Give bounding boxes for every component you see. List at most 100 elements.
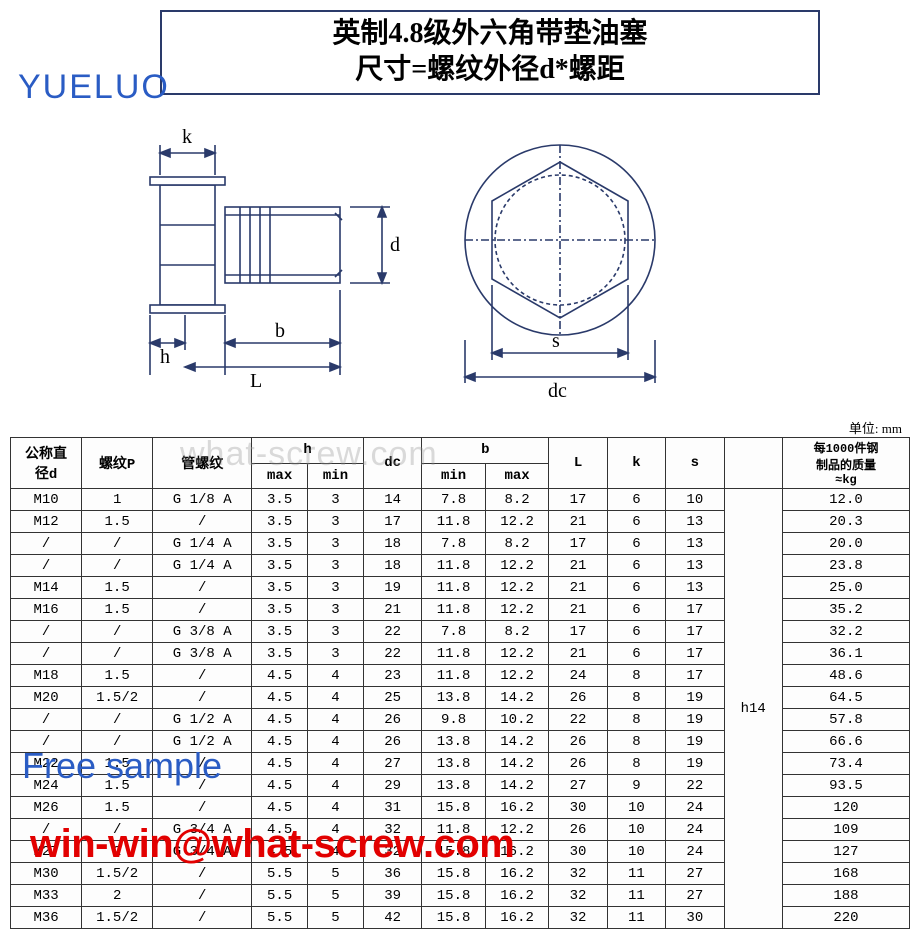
table-cell: 3 [308,621,364,643]
weight-cell: 57.8 [782,709,909,731]
table-cell: 24 [666,797,724,819]
table-cell: G 1/4 A [153,533,252,555]
table-cell: / [153,797,252,819]
table-cell: 13 [666,533,724,555]
table-cell: 14.2 [485,731,548,753]
table-cell: 15.8 [422,907,485,929]
dim-b: b [275,320,285,342]
table-cell: 3 [308,643,364,665]
weight-cell: 64.5 [782,687,909,709]
table-cell: 3 [308,577,364,599]
table-cell: 10 [607,841,665,863]
table-cell: / [82,643,153,665]
table-cell: 6 [607,511,665,533]
table-cell: 4 [308,797,364,819]
table-cell: G 3/8 A [153,621,252,643]
table-cell: 19 [666,731,724,753]
title-line1: 英制4.8级外六角带垫油塞 [172,16,808,52]
table-cell: 27 [666,885,724,907]
th-s: s [666,438,724,489]
table-cell: 4.5 [252,797,308,819]
table-cell: 13.8 [422,731,485,753]
table-cell: 13.8 [422,687,485,709]
table-cell: 1 [82,489,153,511]
table-cell: 11.8 [422,511,485,533]
table-cell: 16.2 [485,907,548,929]
table-cell: G 1/4 A [153,555,252,577]
table-cell: M18 [11,665,82,687]
table-cell: 5 [308,885,364,907]
table-cell: 19 [666,687,724,709]
table-cell: 11 [607,907,665,929]
table-cell: 5.5 [252,907,308,929]
th-h: h [252,438,364,464]
table-cell: 9.8 [422,709,485,731]
table-cell: 32 [549,885,607,907]
table-cell: 24 [666,819,724,841]
table-cell: 26 [549,687,607,709]
table-cell: 4.5 [252,709,308,731]
table-cell: 21 [549,599,607,621]
table-cell: 24 [666,841,724,863]
th-bmax: max [485,463,548,489]
table-cell: 17 [666,643,724,665]
table-cell: 27 [666,863,724,885]
table-cell: 3.5 [252,489,308,511]
table-cell: G 1/8 A [153,489,252,511]
th-pipe: 管螺纹 [153,438,252,489]
table-cell: 27 [549,775,607,797]
table-cell: 3.5 [252,555,308,577]
table-cell: 3.5 [252,511,308,533]
table-cell: 3.5 [252,577,308,599]
weight-cell: 20.3 [782,511,909,533]
table-cell: 8.2 [485,533,548,555]
table-cell: 32 [549,907,607,929]
table-cell: 11.8 [422,577,485,599]
table-cell: 19 [363,577,421,599]
dim-d: d [390,234,400,256]
table-cell: 4 [308,709,364,731]
table-cell: 17 [666,599,724,621]
weight-cell: 36.1 [782,643,909,665]
table-cell: 16.2 [485,797,548,819]
table-cell: / [82,533,153,555]
table-cell: 23 [363,665,421,687]
table-cell: / [153,599,252,621]
table-cell: 12.2 [485,577,548,599]
table-cell: / [82,555,153,577]
table-cell: M14 [11,577,82,599]
table-cell: 22 [666,775,724,797]
weight-cell: 93.5 [782,775,909,797]
table-cell: 13.8 [422,753,485,775]
table-cell: 26 [363,709,421,731]
table-cell: / [153,687,252,709]
table-cell: / [82,709,153,731]
table-cell: M12 [11,511,82,533]
table-cell: 5.5 [252,885,308,907]
table-cell: 14.2 [485,775,548,797]
table-cell: / [11,533,82,555]
table-cell: 1.5/2 [82,907,153,929]
table-cell: 9 [607,775,665,797]
table-cell: 8 [607,753,665,775]
th-b: b [422,438,549,464]
table-cell: 11.8 [422,643,485,665]
table-cell: 4.5 [252,731,308,753]
table-cell: 15.8 [422,797,485,819]
weight-cell: 127 [782,841,909,863]
weight-cell: 20.0 [782,533,909,555]
table-cell: 3.5 [252,533,308,555]
table-cell: 14.2 [485,687,548,709]
table-cell: 30 [666,907,724,929]
weight-cell: 35.2 [782,599,909,621]
weight-cell: 25.0 [782,577,909,599]
table-cell: 3 [308,555,364,577]
table-cell: 39 [363,885,421,907]
weight-cell: 188 [782,885,909,907]
table-cell: M10 [11,489,82,511]
table-cell: 12.2 [485,511,548,533]
table-cell: / [11,709,82,731]
table-cell: 10.2 [485,709,548,731]
weight-cell: 32.2 [782,621,909,643]
table-cell: 15.8 [422,885,485,907]
